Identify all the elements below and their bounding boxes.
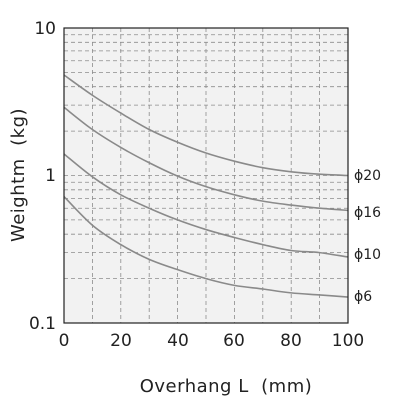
series-label-phi6: ϕ6	[354, 289, 372, 305]
series-line	[63, 195, 349, 298]
grid	[64, 28, 348, 323]
plot-frame	[63, 27, 349, 324]
x-axis-title: Overhang L (mm)	[140, 376, 313, 397]
x-tick-label-100: 100	[332, 331, 364, 351]
y-tick-label-10: 10	[34, 19, 56, 39]
x-tick-label-40: 40	[167, 331, 189, 351]
series-line	[63, 106, 349, 212]
y-tick-label-0.1: 0.1	[29, 314, 56, 334]
curves	[63, 74, 349, 298]
series-label-phi16: ϕ16	[354, 205, 381, 221]
y-axis-title: Weightm (kg)	[8, 108, 29, 242]
series-line	[63, 74, 349, 177]
x-tick-label-0: 0	[59, 331, 70, 351]
x-tick-label-60: 60	[223, 331, 245, 351]
y-tick-label-1: 1	[45, 166, 56, 186]
series-label-phi20: ϕ20	[354, 168, 381, 184]
series-line	[63, 153, 349, 258]
series-label-phi10: ϕ10	[354, 247, 381, 263]
x-tick-label-80: 80	[280, 331, 302, 351]
x-tick-label-20: 20	[110, 331, 132, 351]
